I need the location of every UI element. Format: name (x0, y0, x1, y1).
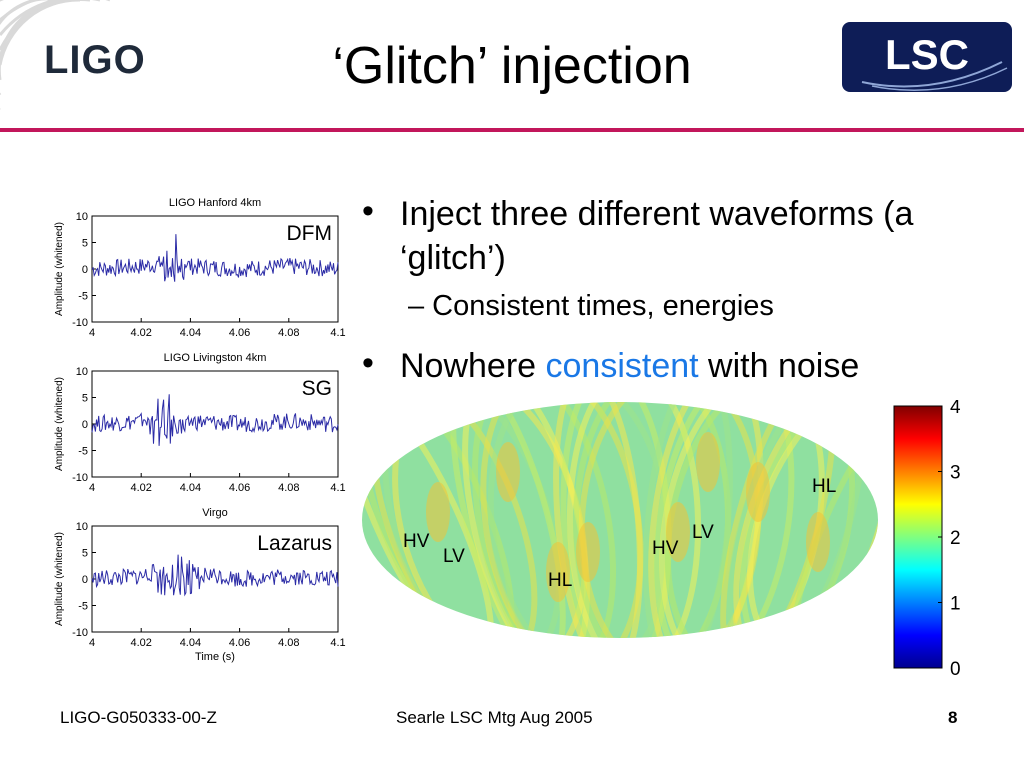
panel-title: Virgo (202, 507, 227, 519)
waveform-line (91, 234, 339, 282)
y-tick-label: 0 (82, 419, 88, 431)
colorbar-tick-label: 3 (950, 463, 961, 484)
colorbar-gradient (893, 405, 943, 669)
bullet-dot: • (362, 344, 374, 382)
y-tick-label: -10 (72, 627, 88, 639)
sky-map-band (566, 402, 702, 638)
y-tick-label: 0 (82, 264, 88, 276)
x-tick-label: 4.02 (130, 637, 151, 649)
sky-map-hotspot (696, 432, 720, 492)
slide-title: ‘Glitch’ injection (332, 37, 692, 95)
sky-map-hotspot (806, 512, 830, 572)
colorbar-tick-label: 4 (950, 400, 961, 418)
y-tick-label: 5 (82, 393, 88, 405)
y-tick-label: 0 (82, 574, 88, 586)
sub-bullet-consistent: – Consistent times, energies (408, 290, 774, 322)
x-tick-label: 4.02 (130, 482, 151, 494)
sky-map-band (471, 402, 617, 638)
y-tick-label: -10 (72, 317, 88, 329)
panel-method-label: DFM (286, 222, 332, 246)
x-tick-label: 4 (89, 482, 95, 494)
sky-map-hotspot (666, 502, 690, 562)
waveform-panel: LIGO Hanford 4km Amplitude (whitened) 10 5 0… (54, 197, 346, 339)
bullet-nowhere-accent: consistent (545, 347, 699, 385)
y-tick-label: 10 (76, 211, 88, 223)
colorbar-tick-label: 1 (950, 594, 961, 615)
waveform-panel: Virgo Amplitude (whitened) 10 5 0 -5 -104 4.02 4… (54, 507, 346, 663)
bullet-nowhere-pre: Nowhere (400, 347, 546, 385)
bullet-inject-text: Inject three different waveforms (a ‘gli… (400, 195, 914, 277)
panel-ylabel: Amplitude (whitened) (54, 377, 65, 471)
footer-page-number: 8 (948, 708, 958, 727)
colorbar-tick-label: 2 (950, 528, 961, 549)
x-tick-label: 4.1 (330, 327, 345, 339)
waveform-panel: LIGO Livingston 4km Amplitude (whitened) 1… (54, 352, 346, 494)
y-tick-label: 10 (76, 366, 88, 378)
sky-map-hotspot (426, 482, 450, 542)
sky-map-band (450, 402, 566, 638)
panel-method-label: SG (301, 377, 332, 401)
x-tick-label: 4 (89, 637, 95, 649)
sky-map-band (362, 402, 495, 638)
colorbar: 4 3 2 1 0 (893, 400, 961, 680)
x-tick-label: 4.06 (229, 482, 250, 494)
x-tick-label: 4.1 (330, 637, 345, 649)
bullet-nowhere-text: Nowhere consistent with noise (400, 344, 859, 388)
sky-map: HV LV HL HV LV HL (362, 402, 878, 638)
waveform-line (91, 394, 339, 446)
ligo-arcs-decoration (0, 0, 110, 110)
y-tick-label: -5 (78, 446, 88, 458)
y-tick-label: 5 (82, 548, 88, 560)
colorbar-tick-label: 0 (950, 659, 961, 680)
title-divider (0, 128, 1024, 132)
y-tick-label: -5 (78, 601, 88, 613)
sky-map-label: HV (403, 531, 430, 552)
panel-title: LIGO Hanford 4km (169, 197, 261, 209)
bullet-dot: • (362, 192, 374, 230)
ligo-logo: LIGO (44, 38, 146, 82)
y-tick-label: 5 (82, 238, 88, 250)
sky-map-hotspot (546, 542, 570, 602)
waveform-plots: LIGO Hanford 4km Amplitude (whitened) 10 5 0… (54, 197, 346, 663)
y-tick-label: -5 (78, 291, 88, 303)
x-tick-label: 4.08 (278, 327, 299, 339)
panel-title: LIGO Livingston 4km (164, 352, 267, 364)
x-tick-label: 4.08 (278, 637, 299, 649)
sky-map-band (653, 402, 795, 638)
x-tick-label: 4.02 (130, 327, 151, 339)
x-tick-label: 4 (89, 327, 95, 339)
bullet-nowhere-post: with noise (698, 347, 860, 385)
sky-map-band (643, 402, 733, 638)
x-tick-label: 4.06 (229, 327, 250, 339)
y-tick-label: 10 (76, 521, 88, 533)
footer-doc-id: LIGO-G050333-00-Z (60, 708, 217, 727)
footer-meeting: Searle LSC Mtg Aug 2005 (396, 708, 593, 727)
lsc-logo-text: LSC (885, 31, 969, 78)
waveform-line (91, 554, 339, 597)
x-tick-label: 4.04 (180, 327, 201, 339)
sky-map-band (726, 402, 866, 638)
x-tick-label: 4.08 (278, 482, 299, 494)
sky-map-hotspot (576, 522, 600, 582)
y-tick-label: -10 (72, 472, 88, 484)
x-tick-label: 4.04 (180, 482, 201, 494)
sky-map-band (553, 402, 643, 638)
sky-map-band (370, 402, 538, 638)
sky-map-band (791, 402, 878, 638)
lsc-logo: LSC (842, 22, 1012, 92)
sky-map-label: LV (692, 522, 714, 543)
panel-method-label: Lazarus (257, 532, 332, 556)
sky-map-label: HL (548, 570, 572, 591)
panel-ylabel: Amplitude (whitened) (54, 222, 65, 316)
sky-map-hotspot (496, 442, 520, 502)
sky-map-hotspot (746, 462, 770, 522)
x-tick-label: 4.06 (229, 637, 250, 649)
panel-ylabel: Amplitude (whitened) (54, 532, 65, 626)
sky-map-label: HV (652, 538, 679, 559)
x-tick-label: 4.04 (180, 637, 201, 649)
panel-xlabel: Time (s) (195, 651, 235, 663)
sky-map-label: LV (443, 546, 465, 567)
sky-map-label: HL (812, 476, 836, 497)
x-tick-label: 4.1 (330, 482, 345, 494)
